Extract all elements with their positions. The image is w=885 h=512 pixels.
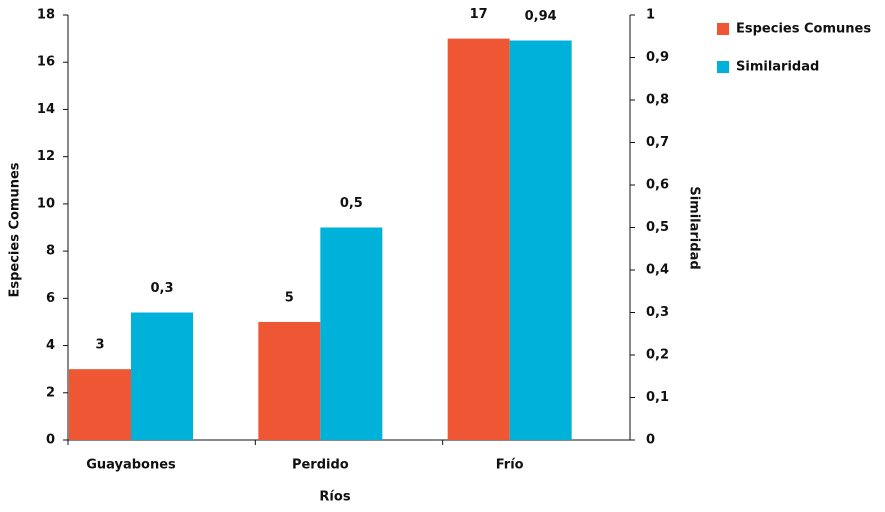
y2-tick-label: 0,4 <box>646 263 669 278</box>
y2-tick-label: 0 <box>646 433 655 448</box>
y-tick-label: 0 <box>46 433 55 448</box>
x-axis-label: Ríos <box>319 490 350 505</box>
value-label: 0,94 <box>525 9 557 24</box>
x-tick-label: Frío <box>496 458 524 473</box>
legend-swatch <box>717 61 729 73</box>
y2-tick-label: 0,2 <box>646 348 669 363</box>
y-tick-label: 10 <box>37 196 55 211</box>
y-tick-label: 8 <box>46 244 55 259</box>
bar <box>131 312 193 440</box>
y-tick-label: 12 <box>37 149 55 164</box>
y-tick-label: 18 <box>37 8 55 23</box>
value-label: 3 <box>95 338 104 353</box>
y2-axis-label: Similaridad <box>687 186 702 269</box>
y2-tick-label: 0,9 <box>646 50 669 65</box>
bar <box>447 38 510 440</box>
bar <box>258 321 321 440</box>
y-tick-label: 2 <box>46 385 55 400</box>
y2-tick-label: 0,1 <box>646 390 669 405</box>
legend-label: Especies Comunes <box>736 22 871 37</box>
bar <box>509 40 572 440</box>
value-label: 17 <box>470 7 488 22</box>
y-tick-label: 4 <box>46 338 55 353</box>
y2-tick-label: 0,5 <box>646 220 669 235</box>
x-tick-label: Guayabones <box>86 458 176 473</box>
legend-swatch <box>717 23 729 35</box>
value-label: 0,5 <box>340 196 363 211</box>
y-axis-label: Especies Comunes <box>8 162 23 297</box>
y2-tick-label: 0,8 <box>646 93 669 108</box>
x-tick-label: Perdido <box>292 458 349 473</box>
y2-tick-label: 0,7 <box>646 135 669 150</box>
legend-label: Similaridad <box>736 60 819 75</box>
y-tick-label: 16 <box>37 55 55 70</box>
y2-tick-label: 0,6 <box>646 178 669 193</box>
y-tick-label: 6 <box>46 291 55 306</box>
bar <box>320 227 383 440</box>
y-tick-label: 14 <box>37 102 55 117</box>
y2-tick-label: 0,3 <box>646 305 669 320</box>
y2-tick-label: 1 <box>646 8 655 23</box>
value-label: 0,3 <box>150 281 173 296</box>
value-label: 5 <box>285 290 294 305</box>
bar <box>69 369 131 440</box>
